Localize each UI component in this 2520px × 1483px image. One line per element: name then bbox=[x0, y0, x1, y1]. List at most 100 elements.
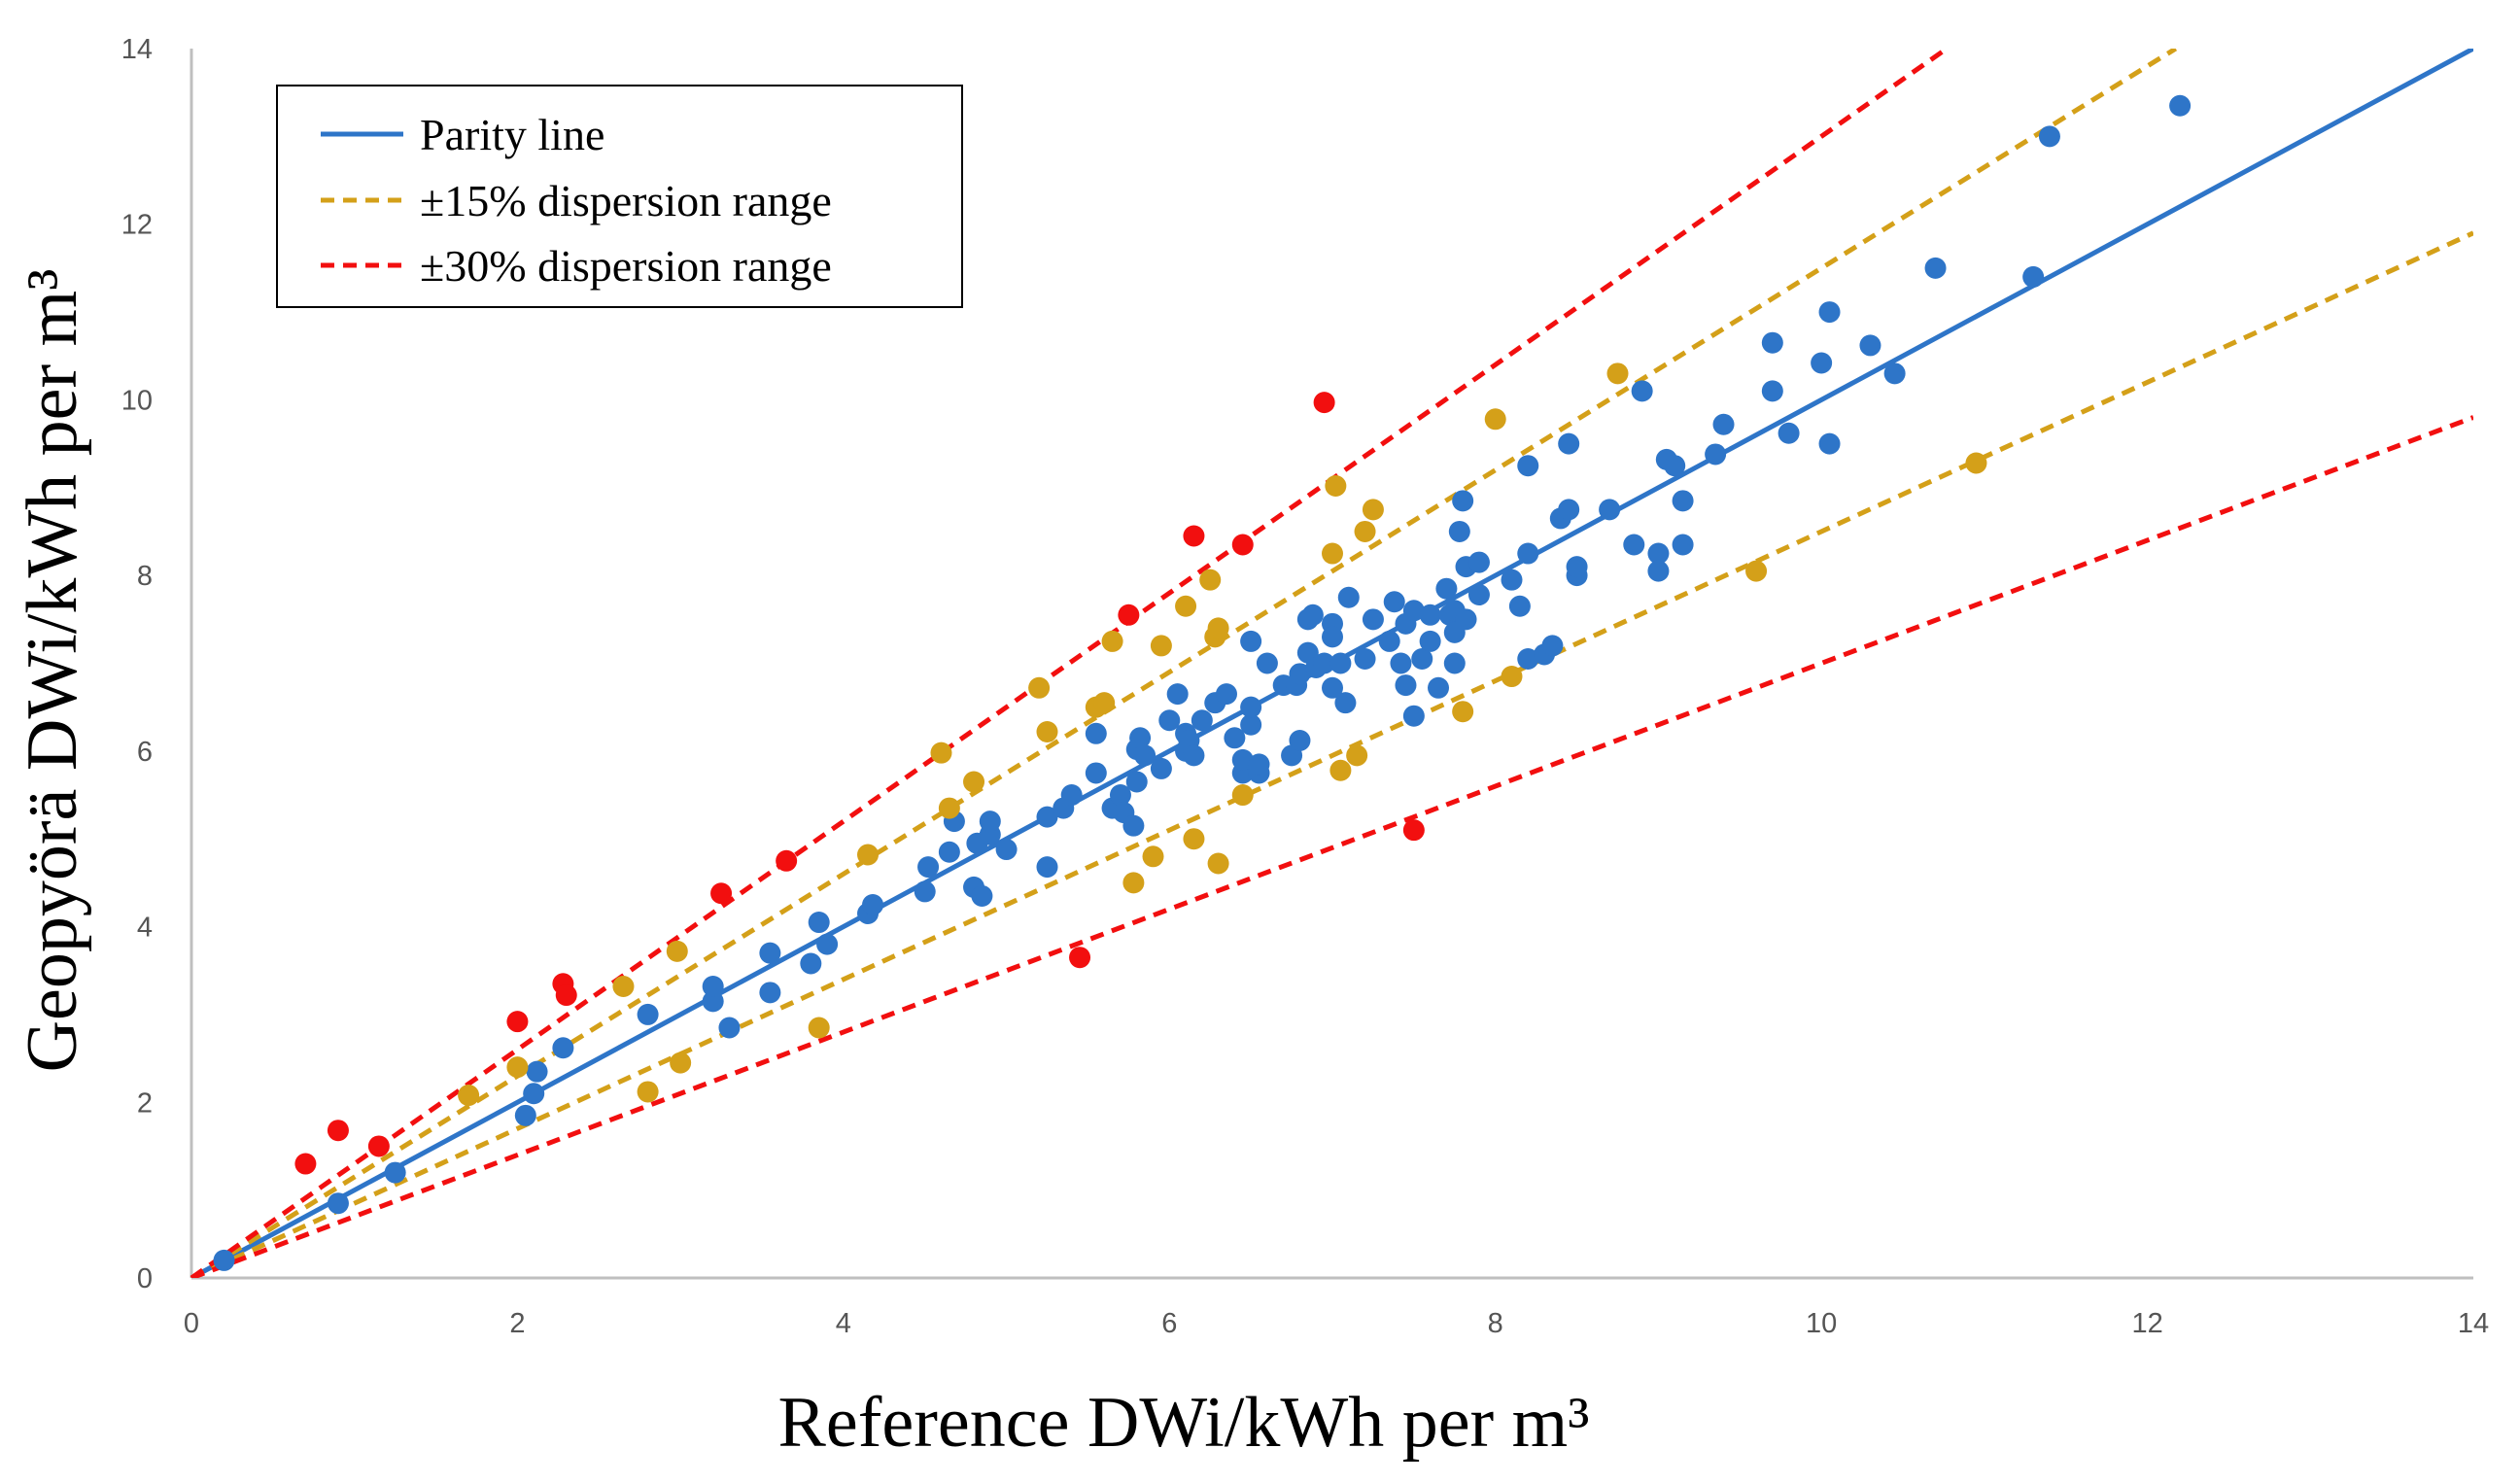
axes bbox=[190, 49, 2473, 1280]
data-point bbox=[637, 1003, 659, 1025]
y-tick-label: 6 bbox=[137, 737, 153, 768]
data-point bbox=[1402, 705, 1425, 727]
data-point bbox=[1383, 591, 1405, 613]
data-point bbox=[1036, 806, 1058, 828]
x-tick-label: 6 bbox=[1161, 1308, 1177, 1339]
data-point bbox=[1448, 520, 1470, 542]
data-point bbox=[2038, 125, 2060, 148]
data-point bbox=[1455, 608, 1477, 631]
data-point bbox=[458, 1085, 480, 1107]
data-point bbox=[1517, 542, 1539, 565]
data-point bbox=[2022, 265, 2045, 288]
data-point bbox=[1818, 301, 1841, 324]
data-point bbox=[1354, 520, 1376, 542]
data-point bbox=[1419, 630, 1441, 652]
data-point bbox=[702, 976, 724, 998]
data-point bbox=[1231, 748, 1254, 771]
data-point bbox=[1402, 600, 1425, 622]
data-point bbox=[1322, 626, 1343, 648]
data-point bbox=[294, 1153, 317, 1175]
data-point bbox=[1467, 551, 1490, 573]
data-point bbox=[555, 984, 577, 1007]
data-point bbox=[1664, 455, 1686, 477]
data-point bbox=[1501, 569, 1523, 591]
x-tick-label: 0 bbox=[184, 1308, 199, 1339]
data-point bbox=[1705, 443, 1727, 466]
reference-line--15-dispersion-range bbox=[190, 230, 2473, 1278]
data-point bbox=[1761, 331, 1783, 354]
data-point bbox=[963, 771, 985, 793]
data-point bbox=[1558, 499, 1580, 521]
data-point bbox=[1150, 635, 1172, 657]
data-point bbox=[1118, 604, 1140, 626]
data-point bbox=[1289, 730, 1311, 752]
data-point bbox=[1069, 947, 1091, 969]
x-tick-label: 14 bbox=[2458, 1308, 2489, 1339]
data-point bbox=[1346, 744, 1368, 767]
data-point bbox=[2169, 94, 2192, 117]
data-point bbox=[1924, 257, 1947, 279]
data-point bbox=[670, 1052, 692, 1074]
data-point bbox=[938, 841, 960, 863]
data-point bbox=[1085, 722, 1107, 744]
data-point bbox=[514, 1104, 536, 1126]
data-point bbox=[1761, 380, 1783, 402]
data-point bbox=[1166, 683, 1189, 706]
data-point bbox=[1207, 852, 1229, 875]
data-point bbox=[1248, 753, 1270, 776]
x-tick-label: 8 bbox=[1488, 1308, 1503, 1339]
y-tick-label: 8 bbox=[137, 561, 153, 592]
data-point bbox=[1745, 560, 1768, 582]
data-point bbox=[1142, 845, 1164, 868]
data-point bbox=[1240, 713, 1262, 736]
data-point bbox=[1362, 608, 1384, 631]
data-point bbox=[1606, 362, 1629, 385]
data-point bbox=[1322, 676, 1343, 699]
data-point bbox=[1028, 676, 1051, 699]
data-point bbox=[862, 893, 884, 915]
data-point bbox=[384, 1161, 406, 1184]
data-point bbox=[1313, 392, 1335, 414]
data-point bbox=[1207, 617, 1229, 639]
legend-label-dispersion-30: ±30% dispersion range bbox=[420, 241, 832, 291]
data-point bbox=[1101, 630, 1123, 652]
data-point bbox=[938, 797, 960, 819]
data-point bbox=[1129, 727, 1152, 749]
reference-line--30-dispersion-range bbox=[190, 415, 2473, 1278]
data-point bbox=[857, 844, 880, 866]
data-point bbox=[1301, 604, 1324, 626]
y-tick-label: 12 bbox=[121, 210, 153, 241]
data-point bbox=[1183, 525, 1205, 547]
data-point bbox=[1337, 586, 1360, 608]
data-point bbox=[971, 884, 993, 907]
data-point bbox=[759, 982, 781, 1004]
data-point bbox=[1599, 499, 1621, 521]
data-point bbox=[1150, 757, 1172, 779]
data-point bbox=[1289, 663, 1311, 685]
data-point bbox=[1484, 408, 1506, 431]
data-point bbox=[1541, 635, 1564, 657]
data-point bbox=[808, 1017, 830, 1039]
data-point bbox=[1558, 432, 1580, 455]
data-point bbox=[1183, 828, 1205, 850]
data-point bbox=[1240, 630, 1262, 652]
data-point bbox=[1036, 720, 1058, 742]
data-point bbox=[1623, 534, 1645, 556]
data-point bbox=[1672, 490, 1694, 512]
data-point bbox=[710, 882, 733, 905]
data-point bbox=[808, 912, 830, 934]
data-point bbox=[1060, 784, 1083, 807]
data-point bbox=[1240, 696, 1262, 718]
data-point bbox=[1508, 595, 1531, 617]
x-tick-label: 4 bbox=[836, 1308, 851, 1339]
y-axis-title: Geopyörä DWi/kWh per m³ bbox=[13, 269, 92, 1073]
data-point bbox=[1085, 762, 1107, 784]
data-point bbox=[213, 1249, 235, 1271]
data-point bbox=[1191, 709, 1213, 732]
data-point bbox=[1378, 630, 1400, 652]
data-point bbox=[1329, 652, 1352, 674]
data-point bbox=[1158, 709, 1181, 732]
data-point bbox=[1435, 577, 1458, 600]
y-tick-labels: 0 2 4 6 8 10 12 14 bbox=[121, 34, 153, 1294]
